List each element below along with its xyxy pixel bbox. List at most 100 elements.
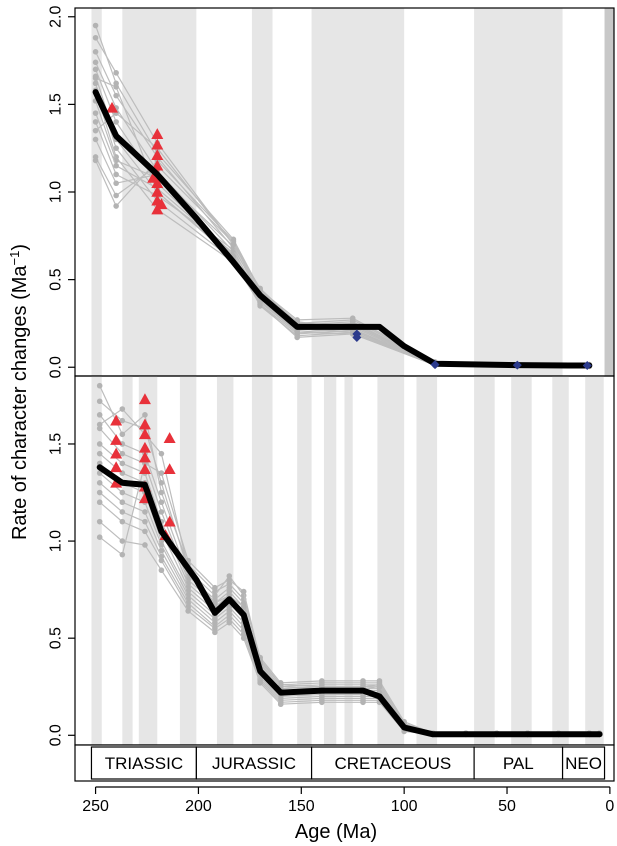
triangle-marker	[110, 434, 123, 445]
y-tick-label: 1.5	[48, 433, 65, 455]
time-stripe	[604, 8, 614, 376]
sample-point	[113, 70, 119, 76]
sample-point	[96, 518, 103, 525]
sample-point	[226, 612, 233, 618]
y-tick-label: 1.0	[48, 181, 65, 203]
sample-point	[96, 398, 103, 405]
panel-body	[91, 376, 604, 745]
y-tick-label: 0.5	[48, 627, 65, 649]
sample-point	[212, 625, 218, 632]
time-stripe	[91, 376, 102, 745]
diamond-marker	[352, 329, 362, 339]
sample-point	[319, 699, 325, 706]
sample-point	[92, 136, 99, 143]
sample-point	[294, 334, 300, 341]
sample-point	[113, 145, 119, 151]
sample-point	[212, 615, 218, 622]
sample-point	[142, 412, 148, 418]
sample-point	[96, 534, 103, 540]
sample-point	[96, 421, 103, 428]
mean-line	[92, 89, 593, 369]
sample-point	[92, 119, 99, 125]
sample-point	[96, 480, 103, 486]
sample-point	[113, 119, 119, 125]
triangle-marker	[110, 414, 123, 426]
sample-point	[226, 619, 233, 626]
x-tick-label: 200	[185, 798, 212, 815]
sample-point	[158, 450, 165, 457]
sample-point	[119, 431, 126, 438]
triangle-marker	[138, 418, 151, 430]
time-stripe	[511, 376, 532, 745]
period-box	[561, 746, 606, 780]
period-box	[473, 746, 564, 780]
y-axis-title: Rate of character changes (Ma−1)	[7, 244, 31, 540]
diamond-marker	[430, 360, 440, 370]
time-stripe	[416, 376, 438, 745]
sample-point	[92, 157, 99, 164]
triangle-marker	[163, 432, 176, 443]
sample-point	[119, 417, 126, 424]
sample-point	[96, 499, 103, 506]
sample-point	[113, 203, 119, 209]
triangle-marker	[138, 428, 151, 440]
triangle-marker	[151, 186, 164, 197]
x-tick-label: 0	[605, 798, 614, 815]
y-tick-label: 0.0	[48, 724, 65, 746]
sample-point	[226, 588, 233, 595]
time-stripe	[216, 376, 234, 745]
sample-point	[142, 542, 148, 548]
sample-point	[277, 701, 284, 708]
sample-point	[142, 528, 148, 535]
sample-point	[158, 480, 165, 486]
sample-point	[113, 92, 119, 99]
triangle-marker	[110, 461, 123, 473]
sample-point	[240, 631, 247, 638]
sample-point	[240, 600, 247, 607]
sample-point	[240, 604, 247, 610]
sample-point	[226, 604, 233, 610]
time-stripe	[122, 376, 133, 745]
triangle-marker	[163, 515, 176, 527]
mean-line	[96, 464, 603, 738]
x-tick-label: 250	[82, 798, 109, 815]
sample-point	[113, 171, 119, 178]
triangle-marker	[151, 138, 164, 150]
sample-point	[119, 538, 126, 544]
time-stripe	[474, 376, 495, 745]
sample-point	[240, 635, 247, 641]
sample-point	[226, 573, 233, 579]
sample-point	[158, 567, 165, 574]
sample-point	[226, 581, 233, 587]
period-label: CRETACEOUS	[334, 754, 451, 773]
sample-point	[119, 551, 126, 558]
y-tick-label: 2.0	[48, 6, 65, 28]
period-box	[90, 746, 197, 780]
sample-point	[158, 489, 165, 496]
sample-point	[212, 619, 218, 626]
time-stripe	[344, 376, 353, 745]
sample-point	[96, 450, 103, 457]
sample-point	[226, 584, 233, 591]
sample-point	[119, 406, 126, 412]
sample-point	[119, 441, 126, 447]
sample-point	[92, 80, 99, 87]
sample-point	[212, 629, 218, 636]
sample-point	[226, 608, 233, 614]
time-stripe	[474, 8, 563, 376]
sample-point	[158, 557, 165, 564]
time-stripe	[323, 376, 337, 745]
triangle-marker	[138, 441, 151, 453]
period-box	[310, 746, 475, 780]
sample-point	[113, 162, 119, 169]
sample-point	[142, 509, 148, 515]
triangle-marker	[151, 128, 164, 139]
sample-point	[119, 499, 126, 506]
time-stripe	[552, 376, 569, 745]
period-box	[195, 746, 313, 780]
sample-point	[257, 299, 263, 306]
period-label: JURASSIC	[212, 754, 296, 773]
period-label: TRIASSIC	[105, 754, 183, 773]
triangle-marker	[163, 463, 176, 475]
triangle-marker	[155, 198, 168, 210]
